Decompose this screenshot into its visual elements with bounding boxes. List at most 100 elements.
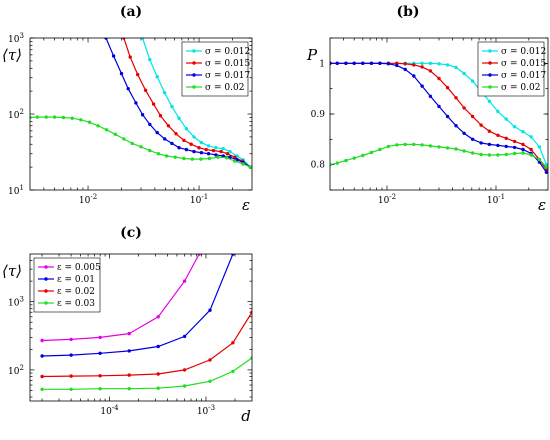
data-point <box>139 145 143 149</box>
series-line <box>142 38 251 168</box>
data-point <box>420 65 424 69</box>
data-point <box>184 127 189 131</box>
data-point <box>156 386 160 390</box>
data-point <box>174 132 178 136</box>
legend: ε = 0.005 ε = 0.01 ε = 0.02 ε = 0.03 <box>33 257 101 313</box>
legend-entry: σ = 0.02 <box>205 83 244 93</box>
data-point <box>170 141 174 146</box>
data-point <box>113 132 118 136</box>
data-point <box>250 310 252 314</box>
data-point <box>127 387 131 391</box>
data-point <box>428 144 433 148</box>
data-point <box>462 106 466 110</box>
data-point <box>140 38 145 40</box>
data-point <box>192 149 196 154</box>
data-point <box>512 139 517 144</box>
data-point <box>437 104 441 109</box>
data-point <box>248 165 252 169</box>
data-point <box>96 124 100 128</box>
data-point <box>61 115 66 120</box>
data-point <box>241 162 245 166</box>
data-point <box>462 131 466 135</box>
data-point <box>136 72 140 77</box>
data-point <box>403 142 407 147</box>
plot-frame <box>29 253 253 402</box>
y-tick-label: 102 <box>8 108 24 121</box>
data-point <box>437 145 441 149</box>
data-point <box>454 96 458 100</box>
data-point <box>151 102 156 106</box>
data-point <box>428 61 433 65</box>
data-point <box>521 130 525 134</box>
data-point <box>335 61 339 65</box>
legend: σ = 0.012 σ = 0.015 σ = 0.017 σ = 0.02 <box>181 41 250 97</box>
data-point <box>148 57 152 62</box>
y-tick-label: 0.9 <box>311 110 326 120</box>
panel-label: (c) <box>120 225 142 241</box>
data-point <box>504 136 508 140</box>
legend-entry: ε = 0.01 <box>57 275 95 285</box>
data-point <box>158 114 163 118</box>
data-point <box>403 67 407 72</box>
data-point <box>148 122 152 127</box>
data-point <box>470 114 475 119</box>
data-point <box>454 147 458 151</box>
data-point <box>208 379 212 383</box>
data-point <box>182 384 187 388</box>
data-point <box>496 133 500 137</box>
legend-entry: ε = 0.02 <box>57 287 95 297</box>
panel-label: (a) <box>120 4 142 20</box>
data-point <box>199 151 204 155</box>
data-point <box>529 147 533 152</box>
x-tick-label: 10-2 <box>378 193 396 206</box>
data-point <box>155 130 159 135</box>
y-axis-label: ⟨τ⟩ <box>2 262 22 280</box>
x-tick-label: 10-3 <box>197 404 215 417</box>
x-tick-label: 10-4 <box>100 404 119 417</box>
data-point <box>143 88 148 93</box>
data-point <box>420 84 424 88</box>
data-point <box>69 387 73 391</box>
data-point <box>344 61 348 65</box>
data-point <box>214 153 218 157</box>
data-point <box>470 151 475 155</box>
data-point <box>224 156 229 160</box>
series-line <box>30 116 251 168</box>
data-point <box>199 157 203 161</box>
data-point <box>148 148 152 153</box>
data-point <box>130 141 134 146</box>
data-point <box>127 373 131 377</box>
x-tick-label: 10-2 <box>79 193 97 206</box>
legend-swatch-marker <box>488 61 492 65</box>
data-point <box>166 124 171 128</box>
data-point <box>352 61 356 65</box>
data-point <box>128 55 132 59</box>
data-point <box>69 353 73 357</box>
data-point <box>352 156 356 160</box>
data-point <box>330 163 332 167</box>
legend-entry: σ = 0.012 <box>205 47 250 57</box>
data-point <box>487 142 492 147</box>
data-point <box>395 63 399 68</box>
x-axis-label: d <box>241 407 251 425</box>
legend-swatch-marker <box>488 73 492 77</box>
data-point <box>504 144 508 149</box>
data-point <box>182 138 186 143</box>
data-point <box>199 140 204 145</box>
data-point <box>197 254 201 256</box>
data-point <box>214 146 218 150</box>
data-point <box>182 368 187 372</box>
x-tick-label: 10-1 <box>190 193 208 206</box>
data-point <box>369 61 374 65</box>
data-point <box>190 157 194 161</box>
data-point <box>437 76 441 81</box>
data-point <box>544 165 548 169</box>
data-point <box>98 335 102 340</box>
data-point <box>44 115 48 119</box>
data-point <box>225 152 230 156</box>
data-point <box>219 149 223 154</box>
data-point <box>156 315 160 319</box>
y-tick-label: 0.8 <box>311 161 326 171</box>
y-tick-label: 103 <box>8 296 24 309</box>
